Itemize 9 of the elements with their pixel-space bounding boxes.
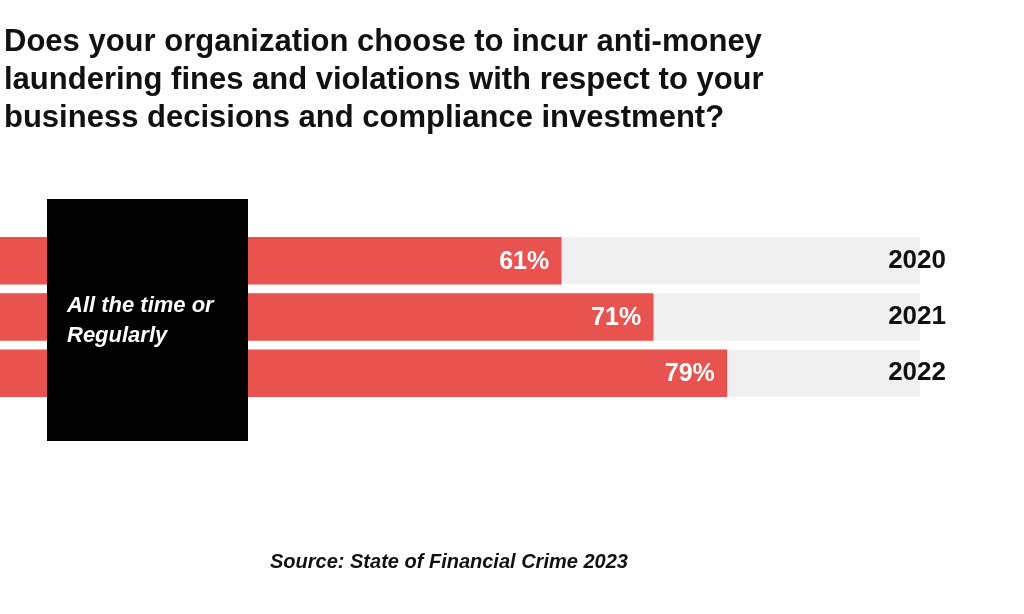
- chart-title: Does your organization choose to incur anti-money laundering fines and violations with respect to your business decisions and compliance investment?: [4, 22, 765, 136]
- source-note: Source: State of Financial Crime 2023: [270, 550, 628, 573]
- data-label: 61%: [499, 245, 550, 274]
- y-tick-label: 2021: [888, 300, 946, 331]
- data-label: 71%: [591, 301, 642, 330]
- y-tick-label: 2022: [888, 356, 946, 387]
- y-tick-label: 2020: [888, 243, 946, 274]
- data-label: 79%: [664, 358, 715, 387]
- label-box: All the time or Regularly: [47, 199, 248, 441]
